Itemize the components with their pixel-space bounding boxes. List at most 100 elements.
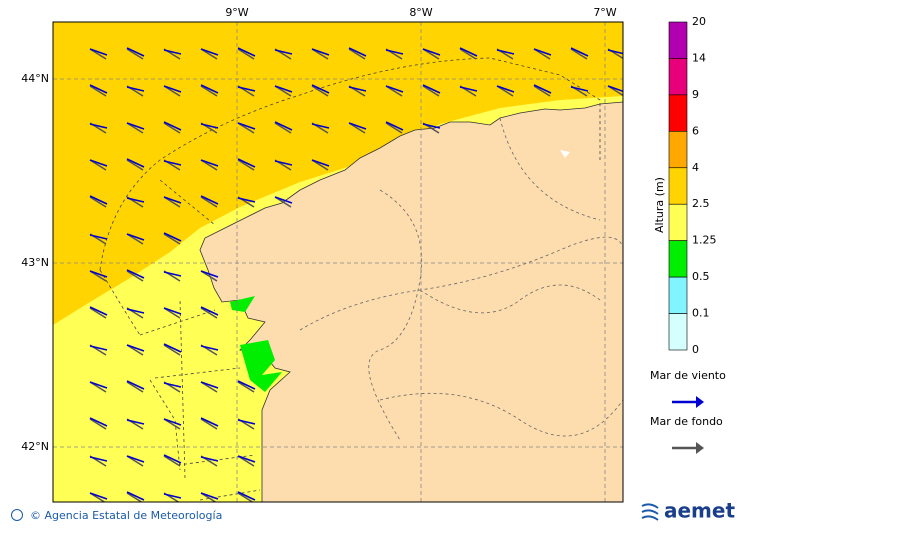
wind-arrow [200,381,219,389]
wind-arrow [237,122,256,130]
wind-arrow [163,271,182,277]
colorbar-label: 0.5 [692,270,710,283]
swell-arrow [89,85,107,97]
wind-arrow [200,270,219,278]
wind-arrow [126,122,145,130]
wind-arrow [163,196,182,204]
legend-arrow-head [696,442,704,454]
wind-arrow [237,419,256,425]
wind-arrow [385,49,404,55]
wind-arrow [200,456,219,462]
wind-arrow [163,121,182,131]
wind-arrow [163,454,182,464]
wind-arrow [89,48,108,56]
colorbar-segment [668,21,688,59]
wind-arrow [237,197,256,203]
swell-arrow [570,48,588,60]
arrows [89,47,623,502]
shallow-patch [230,296,282,392]
swell-arrow [163,455,181,467]
wind-arrow [422,84,441,94]
legend-label: Mar de fondo [650,415,723,428]
colorbar-segment [668,58,688,96]
swell-arrow [200,85,218,97]
wind-arrow [422,48,441,56]
wind-arrow [274,160,293,166]
wind-arrow [237,455,256,463]
wind-arrow [237,380,256,390]
wind-arrow [607,49,623,55]
wind-arrow [89,345,108,351]
wind-arrow [126,233,145,241]
wind-arrow [274,49,293,55]
swell-arrow [163,233,181,245]
wind-arrow [311,159,330,167]
wind-arrow [89,492,108,500]
swell-arrow [200,418,218,430]
wind-arrow [348,47,367,57]
swell-arrow [126,270,144,282]
wind-arrow [237,158,256,168]
wind-arrow [200,84,219,94]
copyright-icon [11,509,23,521]
wind-arrow [237,86,256,92]
colorbar-segment [668,94,688,132]
wind-arrow [126,269,145,279]
wind-arrow [200,123,219,129]
colorbar-label: 4 [692,161,699,174]
lat-label: 42°N [21,440,49,453]
colorbar-segment [668,167,688,205]
wind-arrow [200,345,219,351]
lon-label: 9°W [225,6,248,19]
colorbar-segment [668,203,688,241]
wind-arrow [163,160,182,166]
swell-arrow [237,381,255,393]
boundary [299,117,623,441]
wind-arrow [200,159,219,167]
legend-arrow-head [696,396,704,408]
colorbar-title: Altura (m) [653,177,666,233]
colorbar-label: 14 [692,51,706,64]
wind-arrow [126,308,145,314]
swell-arrow [126,492,143,502]
colorbar-label: 0 [692,343,699,356]
wind-arrow [163,493,182,499]
wind-arrow [89,417,108,427]
colorbar-label: 20 [692,15,706,28]
wind-arrow [348,86,367,92]
legend-label: Mar de viento [650,369,726,382]
wind-arrow [163,343,182,353]
swell-arrow [126,381,144,393]
colorbar-label: 1.25 [692,234,717,247]
wind-arrow [385,121,404,131]
labels: 9°W 8°W 7°W 44°N 43°N 42°N [21,6,617,453]
wind-arrow [533,84,552,94]
wind-arrow [126,491,145,501]
wind-arrow [200,492,219,500]
swell-arrow [163,122,181,134]
wind-arrow [570,86,589,92]
swell-arrow [89,196,107,208]
colorbar-label: 0.1 [692,307,710,320]
graticule [53,22,623,502]
swell-arrow [311,85,329,97]
wind-arrow [311,48,330,56]
wind-arrow [274,196,293,204]
wind-arrow [533,48,552,56]
wind-arrow [126,455,145,463]
map [53,22,623,502]
wind-arrow [274,121,293,131]
wind-arrow [163,382,182,388]
wind-arrow [496,49,515,55]
wind-arrow [200,195,219,205]
lat-label: 44°N [21,72,49,85]
wind-arrow [163,49,182,55]
colorbar-segment [668,276,688,314]
swell-arrow [274,122,292,134]
colorbar-segment [668,313,688,351]
wind-arrow [126,86,145,92]
wind-arrow [89,84,108,94]
lon-label: 7°W [593,6,616,19]
wind-arrow [385,85,404,93]
wind-arrow [89,159,108,167]
